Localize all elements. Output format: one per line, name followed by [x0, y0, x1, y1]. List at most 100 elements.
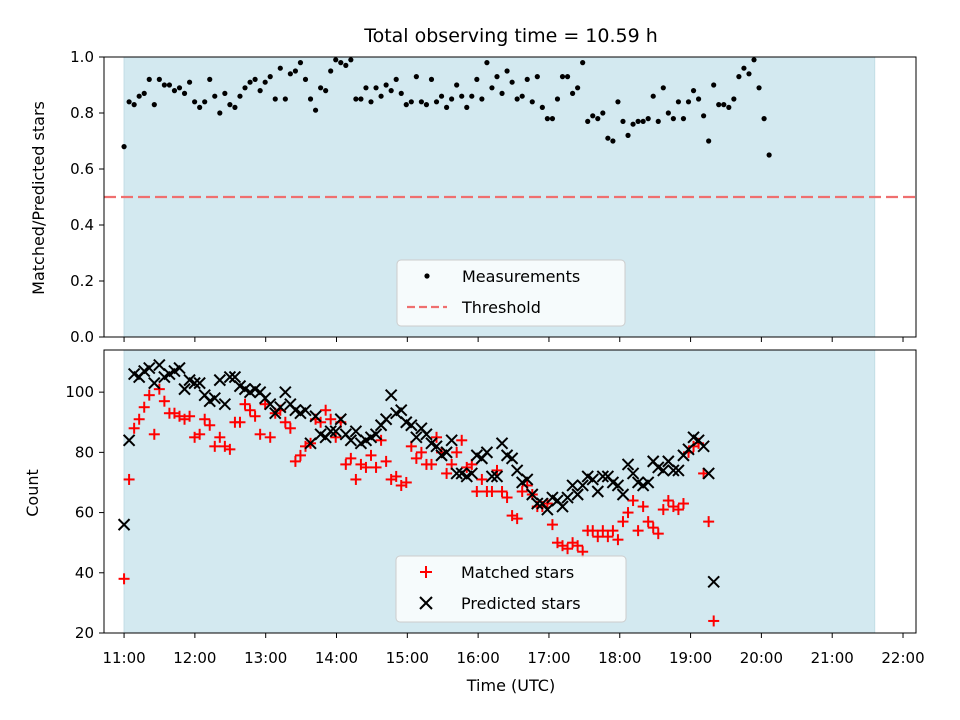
- predicted-star-point: [279, 385, 292, 399]
- predicted-star-point: [576, 479, 589, 492]
- predicted-star-point: [329, 425, 342, 438]
- measurement-point: [670, 116, 676, 122]
- measurement-point: [590, 113, 596, 119]
- measurement-point: [358, 96, 364, 102]
- predicted-star-point: [178, 382, 191, 396]
- predicted-star-point: [440, 446, 453, 459]
- predicted-star-point: [420, 428, 433, 441]
- measurement-point: [706, 138, 712, 144]
- measurement-point: [353, 96, 359, 102]
- measurement-point: [726, 104, 732, 110]
- predicted-star-point: [667, 464, 680, 477]
- matched-star-point: [284, 422, 296, 434]
- measurement-point: [650, 93, 656, 99]
- predicted-star-point: [465, 467, 479, 480]
- measurement-point: [620, 118, 626, 124]
- matched-star-point: [451, 446, 463, 458]
- legend-label-matched: Matched stars: [461, 563, 574, 582]
- measurement-point: [580, 60, 586, 66]
- measurement-point: [307, 96, 314, 102]
- measurement-point: [494, 74, 500, 80]
- matched-star-point: [672, 504, 684, 516]
- measurement-point: [121, 144, 127, 150]
- x-tick-label: 22:00: [881, 649, 924, 667]
- matched-star-point: [486, 486, 498, 497]
- measurement-point: [711, 82, 717, 88]
- predicted-star-point: [702, 467, 715, 480]
- measurement-point: [181, 90, 188, 96]
- measurement-point: [186, 79, 193, 85]
- predicted-star-point: [223, 370, 237, 384]
- measurement-point: [514, 96, 520, 102]
- measurement-point: [721, 102, 727, 108]
- measurement-point: [171, 88, 178, 94]
- measurement-point: [393, 76, 399, 82]
- measurement-point: [459, 93, 465, 99]
- measurement-point: [489, 85, 495, 91]
- matched-star-point: [607, 525, 619, 537]
- legend-marker-matched: [420, 566, 432, 578]
- matched-star-point: [415, 446, 427, 458]
- measurement-point: [252, 76, 258, 82]
- matched-star-point: [622, 507, 634, 519]
- x-tick-label: 17:00: [527, 649, 570, 667]
- predicted-star-point: [561, 491, 574, 504]
- measurement-point: [675, 99, 682, 105]
- matched-star-point: [642, 516, 654, 528]
- measurement-point: [146, 76, 152, 82]
- matched-star-point: [501, 492, 513, 504]
- measurement-point: [615, 99, 621, 105]
- measurement-point: [398, 90, 404, 96]
- predicted-star-point: [344, 434, 358, 447]
- measurement-point: [423, 102, 430, 108]
- measurement-point: [716, 102, 722, 108]
- predicted-star-point: [521, 473, 534, 486]
- matched-star-point: [491, 464, 503, 476]
- matched-star-point: [627, 495, 639, 507]
- measurement-point: [247, 79, 253, 85]
- predicted-star-point: [228, 370, 242, 384]
- measurement-point: [166, 82, 173, 88]
- measurement-point: [348, 57, 354, 63]
- predicted-star-point: [586, 473, 599, 486]
- matched-star-point: [199, 413, 211, 425]
- x-tick-label: 21:00: [811, 649, 854, 667]
- y-tick-label-count: 20: [75, 624, 94, 642]
- y-tick-label-ratio: 0.6: [70, 160, 94, 178]
- measurement-point: [207, 76, 213, 82]
- measurement-point: [756, 85, 762, 91]
- y-tick-label-ratio: 1.0: [70, 48, 94, 66]
- predicted-star-point: [384, 388, 398, 402]
- x-axis-ticks-count: 11:00 12:00 13:00 14:00 15:00 16:00 17:00 18:00…: [102, 633, 925, 667]
- measurement-point: [665, 110, 671, 116]
- predicted-star-point: [274, 400, 287, 414]
- predicted-star-point: [309, 410, 322, 423]
- matched-star-point: [289, 455, 301, 467]
- matched-star-point: [370, 461, 382, 473]
- predicted-star-point: [379, 413, 393, 426]
- measurement-point: [595, 116, 601, 122]
- measurement-point: [731, 96, 737, 102]
- matched-star-point: [471, 486, 483, 497]
- measurement-point: [549, 116, 556, 122]
- matched-star-point: [315, 416, 327, 428]
- predicted-star-point: [173, 361, 186, 375]
- measurement-point: [575, 85, 581, 91]
- measurement-point: [534, 74, 540, 80]
- matched-star-point: [516, 486, 528, 497]
- measurement-point: [600, 110, 606, 116]
- measurement-point: [176, 85, 183, 91]
- measurement-point: [217, 110, 223, 116]
- predicted-star-point: [450, 467, 463, 480]
- measurement-point: [292, 68, 299, 74]
- measurement-point: [701, 113, 707, 119]
- measurement-point: [403, 102, 409, 108]
- matched-star-point: [153, 383, 165, 395]
- matched-star-point: [123, 473, 135, 485]
- measurement-point: [141, 90, 147, 96]
- predicted-star-point: [682, 443, 695, 456]
- matched-star-point: [143, 389, 155, 401]
- y-tick-label-ratio: 0.0: [70, 328, 94, 346]
- x-axis-title: Time (UTC): [466, 676, 555, 695]
- measurement-point: [202, 99, 208, 105]
